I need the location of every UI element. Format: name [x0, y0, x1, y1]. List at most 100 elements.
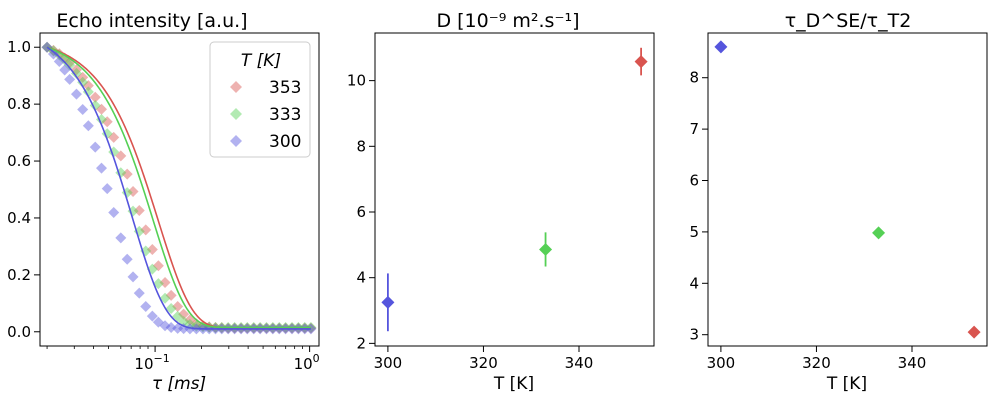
data-point-353: [77, 71, 89, 83]
panel-2-frame: [374, 32, 655, 347]
data-point-300: [59, 64, 71, 76]
y-tick-label: 0.0: [7, 323, 31, 341]
data-point-300: [77, 104, 89, 116]
legend-box: [209, 41, 311, 158]
fit-line-300: [46, 46, 311, 330]
data-point-353: [101, 116, 113, 128]
data-point: [381, 295, 395, 309]
data-point-333: [172, 310, 184, 322]
data-point-300: [165, 322, 177, 334]
legend-marker-333: [230, 108, 242, 120]
panel-echo-intensity: Echo intensity [a.u.] 10−1 100 0.0 0.2 0.4 0.…: [7, 10, 320, 394]
x-tick-label: 340: [565, 354, 594, 372]
panel-3-xlabel: T [K]: [826, 374, 867, 394]
y-tick-label: 4: [689, 274, 699, 292]
data-point-353: [82, 80, 94, 92]
data-point: [634, 55, 648, 69]
data-point-333: [165, 302, 177, 314]
data-point-300: [127, 271, 139, 283]
x-tick-label: 320: [469, 354, 498, 372]
data-point-353: [152, 260, 164, 272]
panel-diffusion: D [10⁻⁹ m².s⁻¹] 300 320 340 2 4 6 8 10 T [K]: [347, 10, 655, 394]
y-tick-label: 0.6: [7, 152, 31, 170]
data-point-353: [89, 91, 101, 103]
data-point-353: [95, 103, 107, 115]
data-point-300: [152, 316, 164, 328]
panel-2-ticks: 300 320 340 2 4 6 8 10: [347, 72, 593, 372]
data-point-300: [101, 183, 113, 195]
panel-1-xlabel: τ [ms]: [152, 374, 206, 394]
data-point-353: [108, 131, 120, 143]
data-point-333: [89, 100, 101, 112]
data-point-333: [70, 67, 82, 79]
x-tick-label: 300: [707, 354, 736, 372]
panel-3-title: τ_D^SE/τ_T2: [785, 10, 912, 32]
data-point-333: [159, 292, 171, 304]
data-point-300: [82, 120, 94, 132]
panel-ratio: τ_D^SE/τ_T2 300 320 340 3 4 5 6 7 8 T [K]: [689, 10, 988, 394]
panel-1-title: Echo intensity [a.u.]: [56, 10, 247, 32]
panel-1-ticks: 10−1 100 0.0 0.2 0.4 0.6 0.8 1.0: [7, 38, 320, 373]
y-tick-label: 7: [689, 120, 699, 138]
data-point-333: [203, 321, 215, 333]
data-point-333: [77, 76, 89, 88]
data-point-300: [146, 310, 158, 322]
data-point-353: [159, 277, 171, 289]
fit-line-333: [46, 46, 311, 329]
data-point-300: [95, 162, 107, 174]
panel-3-ticks: 300 320 340 3 4 5 6 7 8: [689, 69, 926, 372]
data-point-353: [178, 308, 190, 320]
data-point-300: [172, 322, 184, 334]
panel-3-plot-area: [714, 40, 981, 339]
panel-1-plot-area: [41, 41, 317, 335]
data-point-353: [115, 150, 127, 162]
panel-2-title: D [10⁻⁹ m².s⁻¹]: [436, 10, 579, 32]
data-point-353: [172, 300, 184, 312]
legend-marker-353: [230, 81, 242, 93]
data-point-300: [159, 320, 171, 332]
panel-1-frame: [39, 32, 320, 347]
y-tick-label: 2: [356, 334, 366, 352]
legend-marker-300: [230, 135, 242, 147]
data-point-353: [140, 224, 152, 236]
y-tick-label: 10: [347, 72, 366, 90]
data-point-333: [64, 59, 76, 71]
panel-2-xlabel: T [K]: [493, 374, 534, 394]
data-point: [967, 325, 981, 339]
data-point: [714, 40, 728, 54]
panel-2-plot-area: [381, 47, 648, 332]
data-point-353: [165, 289, 177, 301]
y-tick-label: 8: [356, 137, 366, 155]
data-point-353: [127, 185, 139, 197]
y-tick-label: 0.8: [7, 95, 31, 113]
legend-label-300: 300: [269, 132, 301, 152]
data-point-353: [133, 205, 145, 217]
x-tick-label: 300: [374, 354, 403, 372]
x-tick-label: 340: [898, 354, 927, 372]
panel-3-frame: [707, 32, 988, 347]
data-point: [872, 226, 886, 240]
data-point-353: [121, 168, 133, 180]
legend-title: T [K]: [241, 51, 281, 71]
x-tick-label: 10−1: [134, 352, 169, 373]
x-tick-label: 320: [802, 354, 831, 372]
data-point-300: [121, 253, 133, 265]
data-point-300: [115, 232, 127, 244]
data-point-300: [70, 88, 82, 100]
data-point: [539, 242, 553, 256]
y-tick-label: 8: [689, 69, 699, 87]
y-tick-label: 3: [689, 326, 699, 344]
data-point-300: [178, 323, 190, 335]
data-point-300: [64, 73, 76, 85]
data-point-300: [108, 207, 120, 219]
legend-label-353: 353: [269, 78, 301, 98]
legend-label-333: 333: [269, 105, 301, 125]
y-tick-label: 5: [689, 223, 699, 241]
data-point-333: [82, 86, 94, 98]
data-point-300: [140, 300, 152, 312]
data-point-300: [89, 141, 101, 153]
y-tick-label: 0.4: [7, 209, 31, 227]
y-tick-label: 6: [689, 172, 699, 190]
data-point-353: [146, 244, 158, 256]
legend: T [K] 353 333 300: [209, 41, 311, 158]
